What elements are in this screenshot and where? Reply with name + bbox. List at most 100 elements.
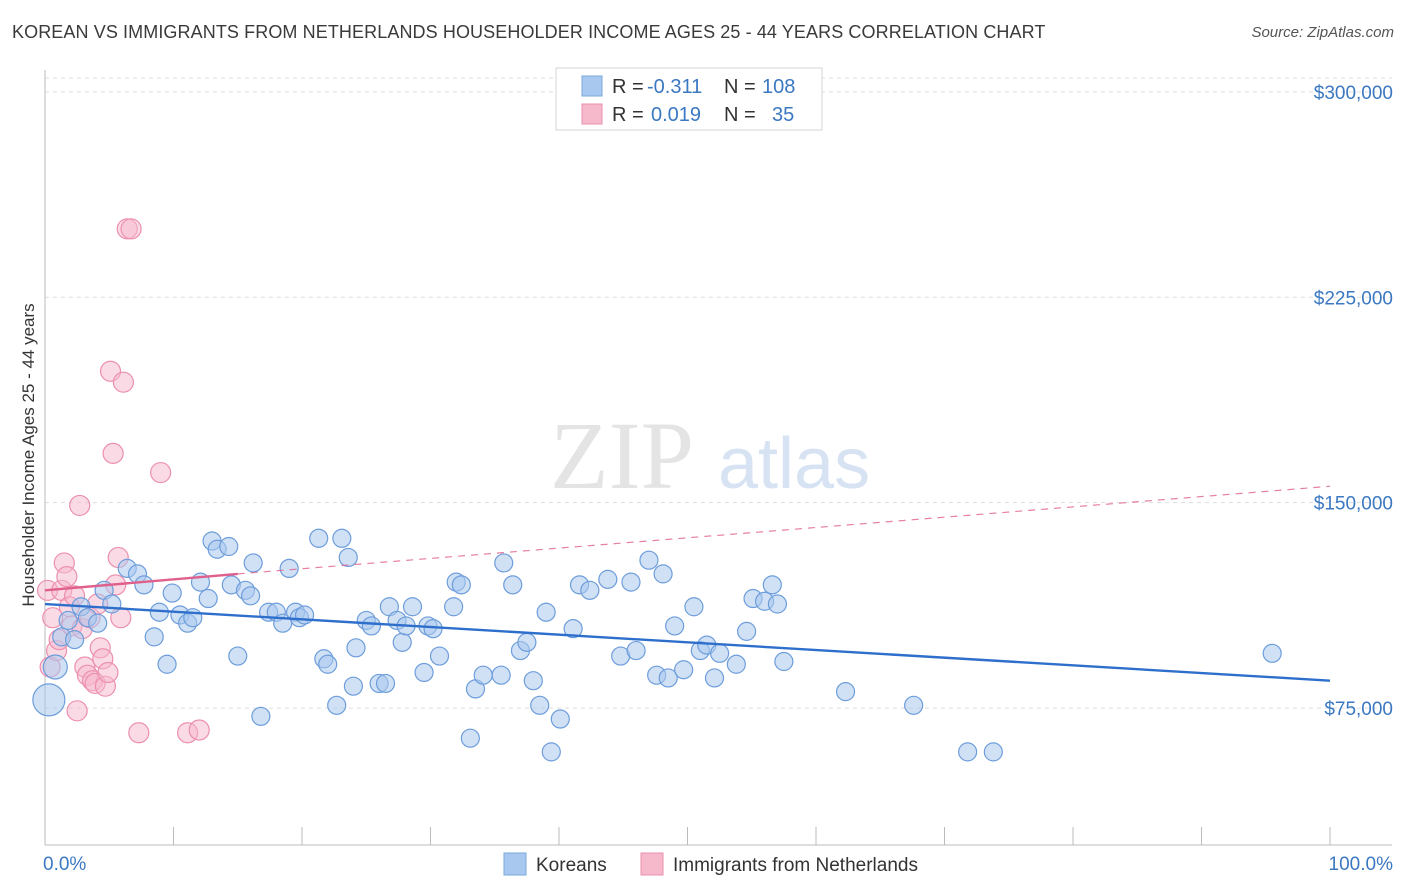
korean-point-30 xyxy=(251,706,271,726)
korean-point-26 xyxy=(228,646,248,666)
netherlands-point-32 xyxy=(128,722,150,744)
korean-point-71 xyxy=(530,695,550,715)
korean-point-75 xyxy=(563,619,583,639)
korean-point-1 xyxy=(42,654,68,680)
korean-point-45 xyxy=(346,638,366,658)
korean-point-0 xyxy=(32,683,66,717)
korean-point-62 xyxy=(460,728,480,748)
korean-point-92 xyxy=(710,643,730,663)
korean-point-100 xyxy=(835,682,856,702)
x-tick-labels: 0.0% 100.0% xyxy=(43,854,1393,875)
legend-swatch-koreans xyxy=(581,75,603,97)
korean-point-12 xyxy=(134,575,154,595)
korean-point-61 xyxy=(451,575,471,595)
korean-point-84 xyxy=(653,564,673,584)
netherlands-point-29 xyxy=(112,371,134,393)
korean-point-52 xyxy=(392,632,412,652)
korean-point-80 xyxy=(621,572,641,592)
korean-point-24 xyxy=(219,536,239,557)
korean-point-98 xyxy=(767,594,788,614)
korean-point-69 xyxy=(517,632,537,652)
legend-r-value-netherlands: 0.019 xyxy=(651,104,701,126)
y-tick-labels: $75,000 $150,000 $225,000 $300,000 xyxy=(1314,83,1393,720)
netherlands-point-31 xyxy=(120,218,142,240)
korean-point-66 xyxy=(494,553,514,573)
x-tick-label-1: 100.0% xyxy=(1329,854,1394,875)
korean-point-70 xyxy=(523,671,543,691)
watermark-atlas: atlas xyxy=(718,424,870,504)
korean-point-42 xyxy=(332,528,352,548)
legend-r-label-netherlands: R = xyxy=(612,104,644,126)
netherlands-point-33 xyxy=(150,461,172,484)
korean-point-73 xyxy=(541,742,561,762)
trend-line-extension-1 xyxy=(237,485,1331,575)
korean-point-58 xyxy=(429,646,450,666)
korean-point-102 xyxy=(958,742,978,762)
korean-point-4 xyxy=(64,630,85,650)
series-legend-swatch-netherlands xyxy=(640,852,664,876)
trend-line-1 xyxy=(44,572,238,592)
korean-point-28 xyxy=(241,586,261,606)
series-legend: Koreans Immigrants from Netherlands xyxy=(503,852,918,876)
stats-legend: R = -0.311 N = 108 R = 0.019 N = 35 xyxy=(555,67,823,131)
korean-point-91 xyxy=(704,668,725,688)
korean-point-101 xyxy=(904,695,924,715)
korean-point-38 xyxy=(309,528,329,548)
korean-point-55 xyxy=(414,662,434,683)
netherlands-point-11 xyxy=(66,700,88,722)
netherlands-point-23 xyxy=(97,661,119,684)
series-legend-koreans: Koreans xyxy=(536,855,607,876)
korean-point-34 xyxy=(279,558,299,579)
netherlands-point-12 xyxy=(69,494,91,517)
korean-point-94 xyxy=(737,621,757,641)
legend-r-value-koreans: -0.311 xyxy=(647,76,702,98)
legend-n-label-koreans: N = xyxy=(724,76,756,98)
korean-point-59 xyxy=(444,597,464,617)
chart-title: KOREAN VS IMMIGRANTS FROM NETHERLANDS HO… xyxy=(12,22,1046,42)
korean-point-54 xyxy=(402,597,423,617)
series-legend-netherlands: Immigrants from Netherlands xyxy=(673,855,918,876)
netherlands-point-7 xyxy=(56,566,78,588)
korean-point-64 xyxy=(473,665,493,685)
korean-point-47 xyxy=(361,616,381,636)
korean-point-44 xyxy=(343,676,363,696)
korean-point-9 xyxy=(102,594,122,614)
x-tick-label-0: 0.0% xyxy=(43,854,86,875)
korean-point-81 xyxy=(626,640,646,661)
korean-point-87 xyxy=(674,660,694,680)
korean-point-97 xyxy=(762,575,782,595)
chart-source: Source: ZipAtlas.com xyxy=(1251,24,1394,41)
y-axis-label: Householder Income Ages 25 - 44 years xyxy=(19,303,38,606)
korean-point-86 xyxy=(665,616,685,636)
y-tick-label-0: $75,000 xyxy=(1324,699,1393,720)
trend-lines xyxy=(44,485,1331,682)
korean-point-43 xyxy=(338,547,358,568)
korean-point-37 xyxy=(294,605,315,625)
korean-point-103 xyxy=(983,742,1003,762)
korean-point-7 xyxy=(88,613,108,633)
y-tick-label-2: $225,000 xyxy=(1314,288,1393,309)
netherlands-point-25 xyxy=(102,442,124,464)
legend-r-label-koreans: R = xyxy=(612,76,644,98)
korean-point-82 xyxy=(639,550,659,570)
grid-lines xyxy=(45,77,1392,709)
trend-line-0 xyxy=(44,602,1331,682)
korean-point-99 xyxy=(774,651,794,672)
legend-swatch-netherlands xyxy=(581,103,603,125)
y-tick-label-3: $300,000 xyxy=(1314,83,1393,104)
korean-point-16 xyxy=(162,583,182,603)
korean-point-13 xyxy=(144,627,164,647)
watermark-zip: ZIP xyxy=(550,402,694,509)
korean-point-72 xyxy=(536,602,556,622)
korean-point-104 xyxy=(1262,643,1282,663)
korean-point-85 xyxy=(658,668,678,688)
series-legend-swatch-koreans xyxy=(503,852,527,876)
korean-point-21 xyxy=(198,588,218,609)
korean-point-41 xyxy=(327,695,347,715)
legend-n-label-netherlands: N = xyxy=(724,104,756,126)
korean-point-93 xyxy=(726,654,746,674)
korean-point-78 xyxy=(598,569,618,589)
koreans-points xyxy=(32,528,1282,762)
zipatlas-watermark: ZIP atlas xyxy=(550,402,870,509)
korean-point-88 xyxy=(684,597,704,617)
